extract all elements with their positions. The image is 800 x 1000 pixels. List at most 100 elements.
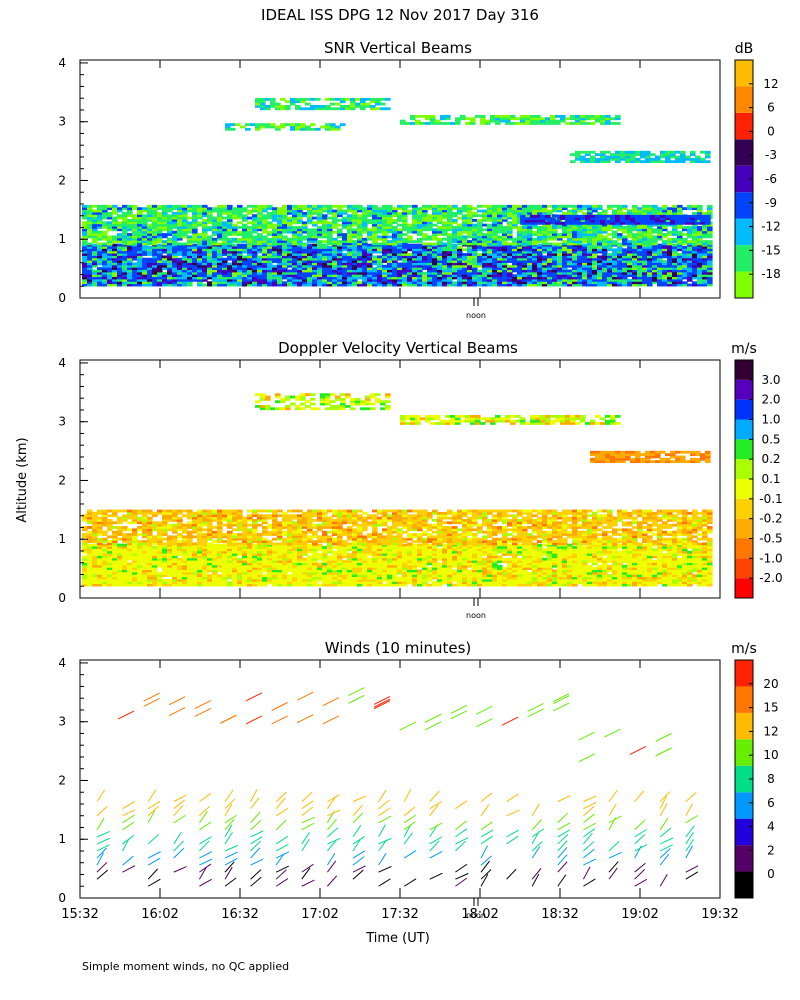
heatmap-cell bbox=[97, 574, 103, 578]
heatmap-cell bbox=[502, 267, 508, 270]
heatmap-cell bbox=[612, 276, 618, 280]
heatmap-cell bbox=[302, 250, 308, 254]
heatmap-cell bbox=[92, 246, 98, 249]
heatmap-cell bbox=[467, 253, 473, 256]
heatmap-cell bbox=[700, 160, 706, 164]
heatmap-cell bbox=[417, 255, 423, 259]
heatmap-cell bbox=[622, 207, 628, 211]
heatmap-cell bbox=[402, 240, 408, 243]
heatmap-cell bbox=[362, 255, 368, 259]
heatmap-cell bbox=[392, 221, 398, 225]
heatmap-cell bbox=[347, 248, 353, 252]
heatmap-cell bbox=[222, 257, 228, 261]
heatmap-cell bbox=[317, 216, 323, 220]
heatmap-cell bbox=[407, 269, 413, 273]
heatmap-cell bbox=[237, 246, 243, 249]
heatmap-cell bbox=[337, 242, 343, 246]
heatmap-cell bbox=[177, 267, 183, 270]
heatmap-cell bbox=[87, 276, 93, 280]
heatmap-cell bbox=[112, 578, 118, 582]
heatmap-cell bbox=[295, 123, 301, 127]
heatmap-cell bbox=[557, 274, 563, 278]
heatmap-cell bbox=[287, 274, 293, 278]
heatmap-cell bbox=[487, 214, 493, 218]
heatmap-cell bbox=[502, 274, 508, 278]
heatmap-cell bbox=[667, 233, 673, 236]
heatmap-cell bbox=[442, 242, 448, 246]
heatmap-cell bbox=[442, 278, 448, 282]
heatmap-cell bbox=[242, 283, 248, 287]
heatmap-cell bbox=[212, 246, 218, 249]
heatmap-cell bbox=[172, 250, 178, 254]
heatmap-cell bbox=[382, 219, 388, 222]
heatmap-cell bbox=[535, 122, 541, 125]
heatmap-cell bbox=[562, 260, 568, 263]
heatmap-cell bbox=[292, 253, 298, 256]
heatmap-cell bbox=[317, 228, 323, 232]
heatmap-cell bbox=[307, 250, 313, 254]
heatmap-cell bbox=[597, 260, 603, 263]
heatmap-cell bbox=[492, 204, 498, 208]
heatmap-cell bbox=[662, 264, 668, 268]
heatmap-cell bbox=[507, 250, 513, 254]
heatmap-cell bbox=[157, 281, 163, 285]
heatmap-cell bbox=[242, 235, 248, 239]
heatmap-cell bbox=[132, 221, 138, 225]
heatmap-cell bbox=[397, 283, 403, 287]
heatmap-cell bbox=[172, 235, 178, 239]
heatmap-cell bbox=[112, 221, 118, 225]
heatmap-cell bbox=[122, 567, 128, 570]
heatmap-cell bbox=[465, 117, 471, 121]
heatmap-cell bbox=[402, 248, 408, 252]
heatmap-cell bbox=[290, 97, 296, 101]
heatmap-cell bbox=[142, 221, 148, 225]
heatmap-cell bbox=[282, 219, 288, 222]
heatmap-cell bbox=[372, 223, 378, 227]
heatmap-cell bbox=[572, 274, 578, 278]
heatmap-cell bbox=[342, 269, 348, 273]
heatmap-cell bbox=[157, 576, 163, 580]
heatmap-cell bbox=[112, 562, 118, 566]
heatmap-cell bbox=[477, 271, 483, 275]
heatmap-cell bbox=[667, 250, 673, 254]
heatmap-cell bbox=[582, 237, 588, 241]
heatmap-cell bbox=[622, 278, 628, 282]
heatmap-cell bbox=[350, 97, 356, 101]
heatmap-cell bbox=[397, 276, 403, 280]
figure-title: IDEAL ISS DPG 12 Nov 2017 Day 316 bbox=[261, 6, 539, 24]
heatmap-cell bbox=[147, 248, 153, 252]
heatmap-cell bbox=[295, 127, 301, 131]
heatmap-cell bbox=[387, 246, 393, 249]
colorbar-label: -18 bbox=[761, 267, 781, 281]
heatmap-cell bbox=[312, 257, 318, 261]
heatmap-cell bbox=[157, 233, 163, 236]
heatmap-cell bbox=[597, 283, 603, 287]
heatmap-cell bbox=[407, 226, 413, 229]
heatmap-cell bbox=[285, 123, 291, 127]
heatmap-cell bbox=[612, 281, 618, 285]
heatmap-cell bbox=[222, 216, 228, 220]
heatmap-cell bbox=[387, 219, 393, 222]
heatmap-cell bbox=[117, 240, 123, 243]
heatmap-cell bbox=[162, 264, 168, 268]
heatmap-cell bbox=[392, 233, 398, 236]
heatmap-cell bbox=[487, 253, 493, 256]
heatmap-cell bbox=[637, 250, 643, 254]
heatmap-cell bbox=[187, 255, 193, 259]
heatmap-cell bbox=[217, 278, 223, 282]
heatmap-cell bbox=[232, 260, 238, 263]
x-axis-label: Time (UT) bbox=[365, 931, 430, 946]
heatmap-cell bbox=[572, 207, 578, 211]
heatmap-cell bbox=[312, 207, 318, 211]
heatmap-cell bbox=[107, 223, 113, 227]
heatmap-cell bbox=[117, 214, 123, 218]
heatmap-cell bbox=[447, 281, 453, 285]
heatmap-cell bbox=[645, 217, 651, 221]
heatmap-cell bbox=[157, 581, 163, 585]
heatmap-cell bbox=[127, 564, 133, 568]
heatmap-cell bbox=[307, 269, 313, 273]
heatmap-cell bbox=[652, 207, 658, 211]
heatmap-cell bbox=[117, 216, 123, 220]
heatmap-cell bbox=[472, 267, 478, 270]
heatmap-cell bbox=[602, 260, 608, 263]
